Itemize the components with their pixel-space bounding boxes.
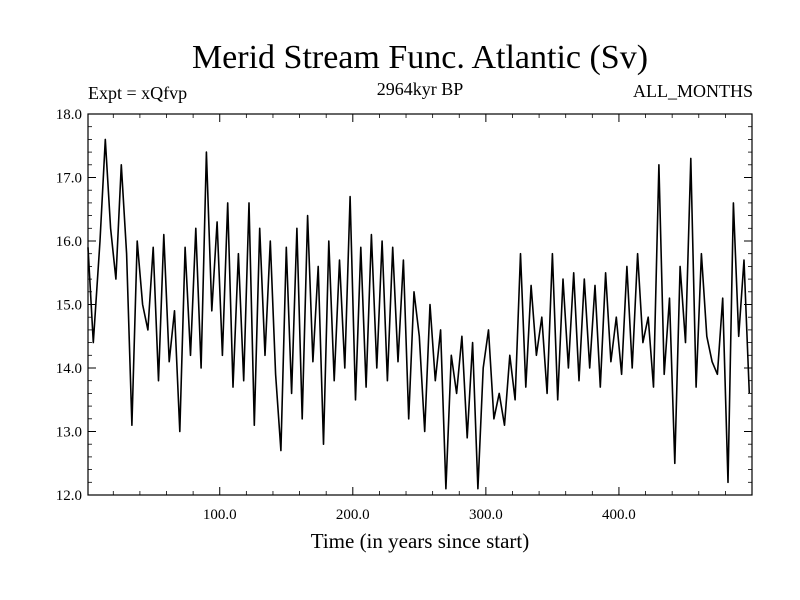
x-axis-label: Time (in years since start)	[311, 529, 530, 553]
y-tick-label: 16.0	[56, 234, 82, 250]
period-label: ALL_MONTHS	[633, 81, 753, 101]
y-tick-label: 12.0	[56, 488, 82, 504]
y-tick-label: 13.0	[56, 425, 82, 441]
chart-title: Merid Stream Func. Atlantic (Sv)	[191, 39, 649, 76]
experiment-label: Expt = xQfvp	[88, 83, 188, 103]
series-line-0	[87, 138, 751, 490]
y-tick-label: 18.0	[56, 107, 82, 123]
x-tick-label: 200.0	[336, 507, 370, 523]
y-tick-label: 15.0	[56, 298, 82, 314]
y-tick-label: 17.0	[56, 171, 82, 187]
subtitle-label: 2964kyr BP	[376, 79, 464, 99]
x-tick-label: 100.0	[203, 507, 237, 523]
y-tick-label: 14.0	[56, 361, 82, 377]
x-tick-label: 300.0	[469, 507, 503, 523]
x-tick-label: 400.0	[602, 507, 636, 523]
